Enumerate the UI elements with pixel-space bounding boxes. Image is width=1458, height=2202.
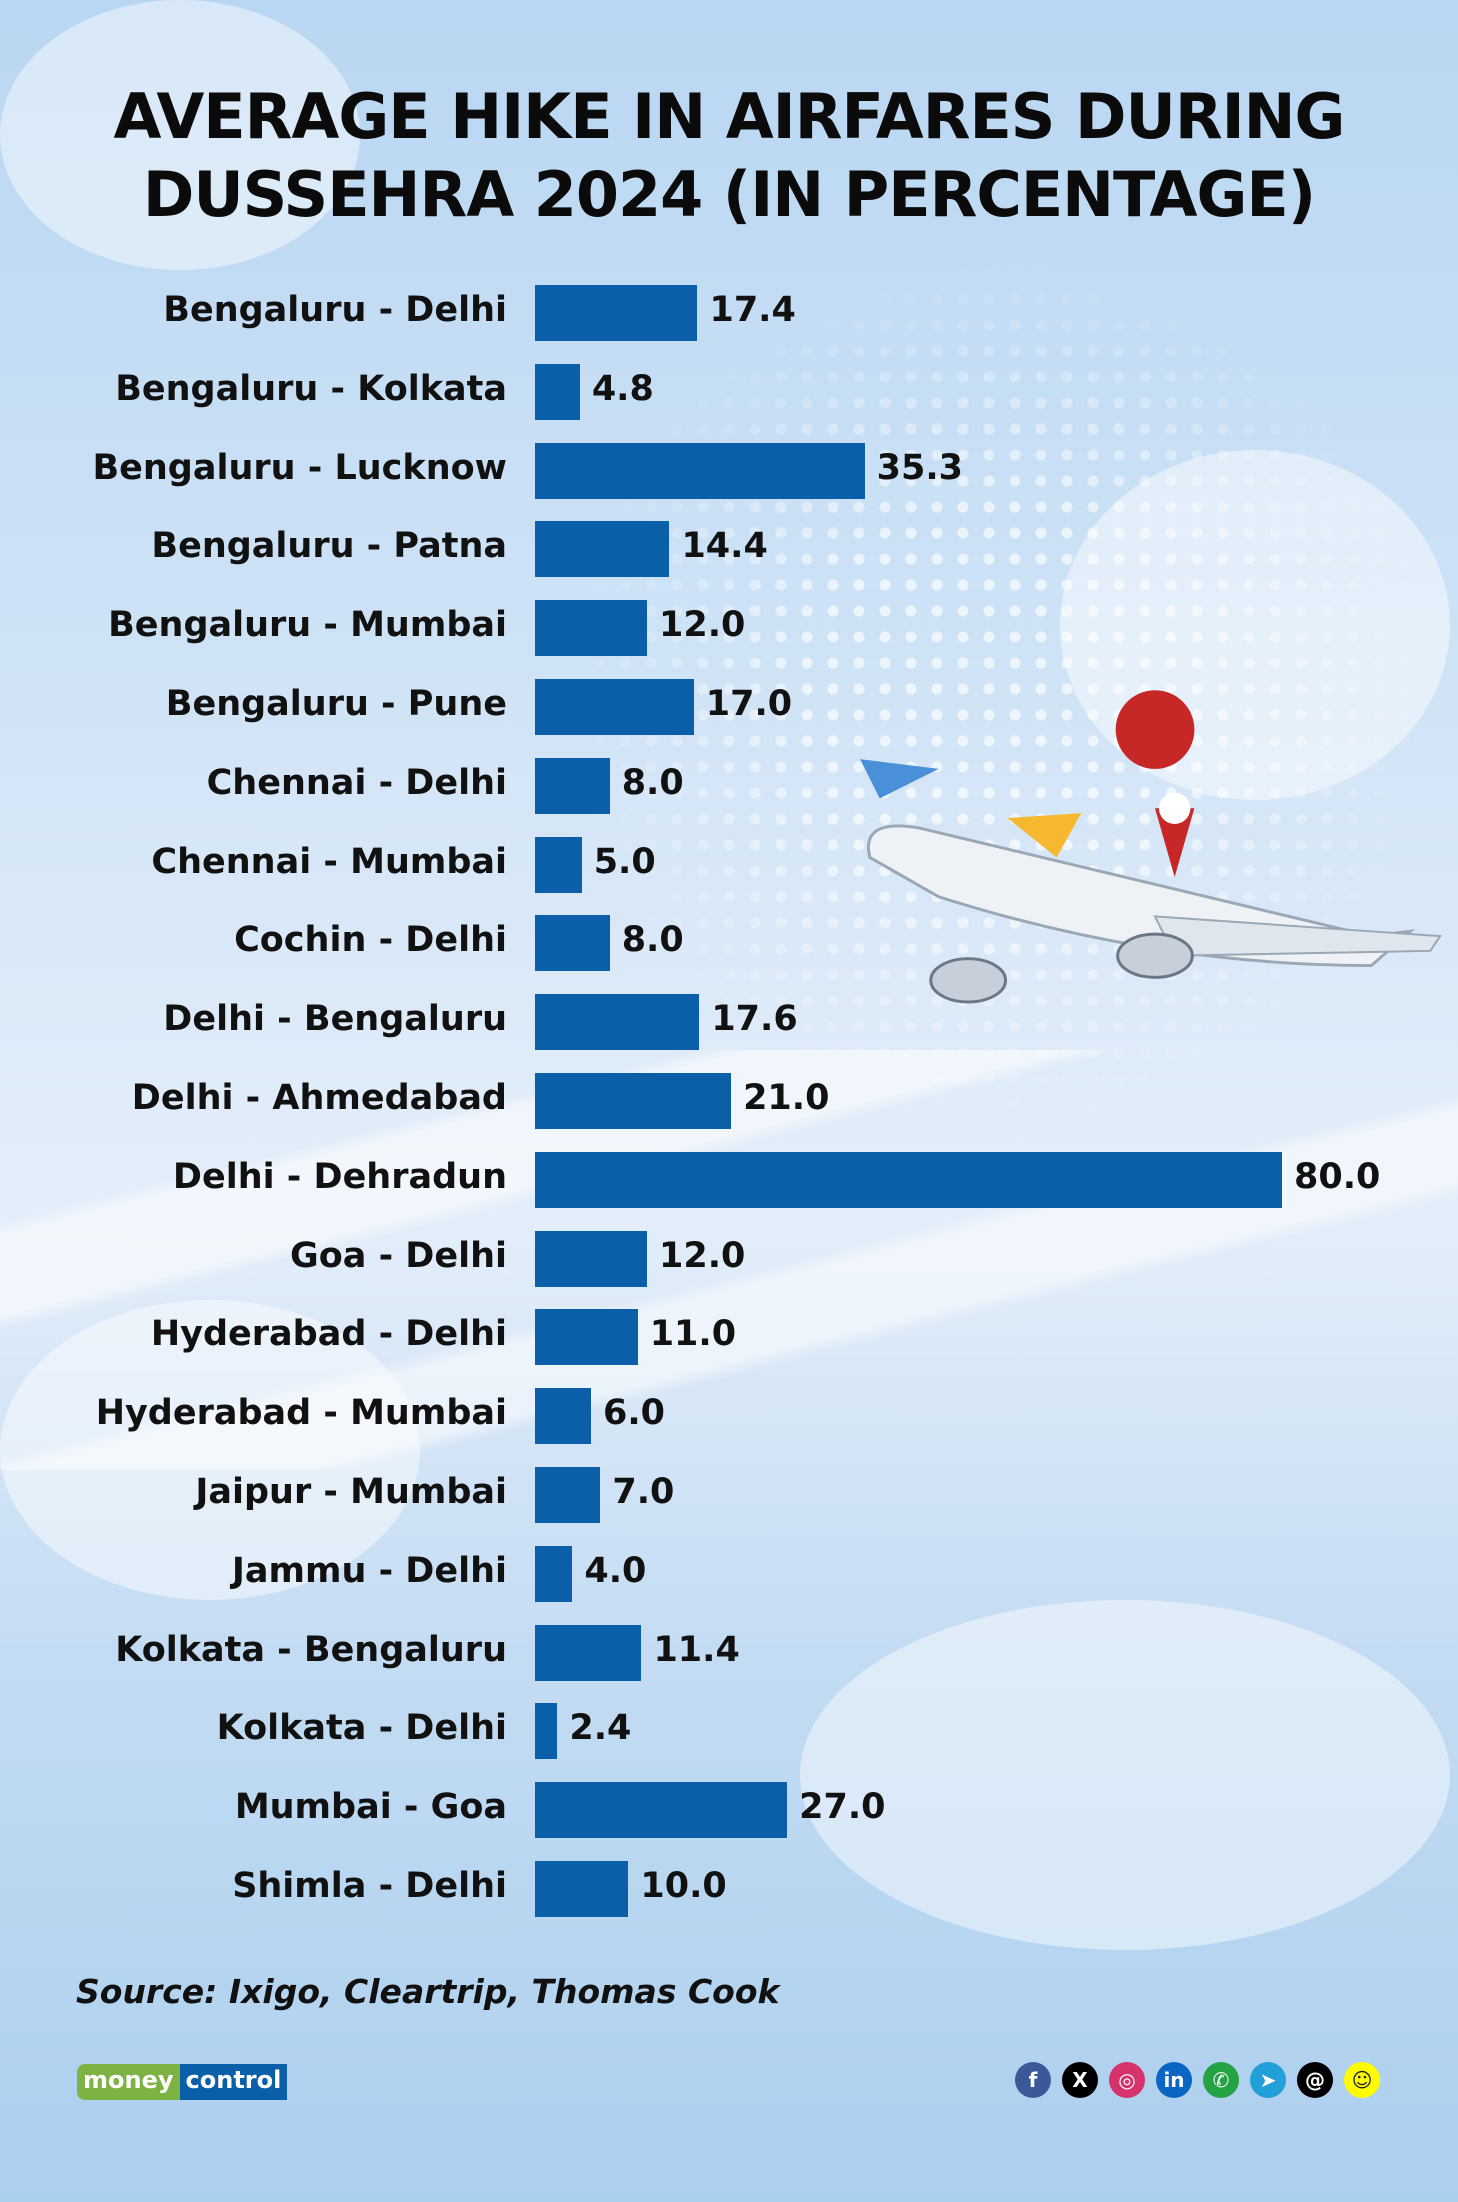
bar	[535, 1703, 558, 1760]
cloud	[800, 1600, 1450, 1950]
value-label: 4.0	[584, 1550, 647, 1591]
bar	[535, 994, 700, 1051]
bar	[535, 1388, 592, 1445]
bar	[535, 679, 694, 735]
value-label: 21.0	[743, 1078, 830, 1118]
bar	[535, 1073, 732, 1129]
category-label: Hyderabad - Delhi	[150, 1314, 507, 1355]
chart-title-line: AVERAGE HIKE IN AIRFARES DURING	[113, 80, 1346, 153]
category-label: Goa - Delhi	[290, 1235, 507, 1276]
category-label: Kolkata - Bengaluru	[115, 1629, 507, 1670]
value-label: 6.0	[603, 1393, 666, 1434]
bar	[535, 1309, 638, 1366]
value-label: 27.0	[799, 1787, 886, 1828]
category-label: Bengaluru - Delhi	[163, 290, 507, 330]
value-label: 5.0	[593, 841, 656, 882]
whatsapp-icon[interactable]: ✆	[1203, 2062, 1239, 2098]
value-label: 17.0	[705, 684, 793, 724]
bar	[535, 1230, 648, 1287]
category-label: Jammu - Delhi	[231, 1550, 507, 1591]
threads-icon[interactable]: @	[1297, 2062, 1333, 2098]
value-label: 8.0	[621, 920, 684, 961]
category-label: Delhi - Dehradun	[172, 1156, 507, 1197]
value-label: 12.0	[659, 605, 746, 646]
category-label: Chennai - Delhi	[206, 762, 507, 803]
linkedin-icon[interactable]: in	[1156, 2062, 1192, 2098]
value-label: 8.0	[621, 762, 684, 803]
bar	[535, 442, 865, 499]
bar	[535, 363, 580, 420]
value-label: 80.0	[1294, 1156, 1381, 1197]
value-label: 12.0	[659, 1235, 746, 1276]
bar	[535, 1545, 573, 1602]
value-label: 2.4	[569, 1708, 632, 1749]
snapchat-icon[interactable]: ☺	[1344, 2062, 1380, 2098]
category-label: Kolkata - Delhi	[216, 1708, 507, 1749]
category-label: Hyderabad - Mumbai	[95, 1393, 507, 1434]
bar	[535, 1624, 642, 1681]
facebook-icon[interactable]: f	[1015, 2062, 1051, 2098]
value-label: 35.3	[876, 447, 963, 488]
category-label: Bengaluru - Lucknow	[92, 447, 507, 488]
value-label: 14.4	[681, 526, 768, 567]
chart-title-line: DUSSEHRA 2024 (IN PERCENTAGE)	[142, 158, 1316, 231]
value-label: 11.0	[649, 1314, 737, 1355]
cloud	[0, 0, 360, 270]
bar	[535, 1861, 629, 1917]
logo-part: control	[179, 2064, 288, 2100]
bar	[535, 600, 648, 657]
logo-part: money	[77, 2064, 180, 2100]
value-label: 11.4	[653, 1629, 740, 1670]
bar	[535, 1467, 601, 1523]
telegram-icon[interactable]: ➤	[1250, 2062, 1286, 2098]
category-label: Bengaluru - Patna	[151, 526, 507, 567]
category-label: Jaipur - Mumbai	[195, 1472, 507, 1512]
social-icons: f X ◎ in ✆ ➤ @ ☺	[1015, 2062, 1380, 2098]
category-label: Mumbai - Goa	[234, 1787, 507, 1828]
instagram-icon[interactable]: ◎	[1109, 2062, 1145, 2098]
value-label: 17.4	[709, 290, 796, 330]
bar	[535, 757, 610, 814]
source-note: Source: Ixigo, Cleartrip, Thomas Cook	[76, 1972, 780, 2011]
category-label: Delhi - Bengaluru	[163, 999, 507, 1040]
category-label: Delhi - Ahmedabad	[131, 1078, 507, 1118]
value-label: 10.0	[640, 1866, 727, 1906]
category-label: Chennai - Mumbai	[151, 841, 507, 882]
category-label: Bengaluru - Mumbai	[108, 605, 507, 646]
category-label: Cochin - Delhi	[234, 920, 507, 961]
airplane-illustration	[860, 690, 1442, 1004]
bar	[535, 285, 698, 341]
bar	[535, 521, 670, 578]
category-label: Shimla - Delhi	[232, 1866, 507, 1906]
chart-title: AVERAGE HIKE IN AIRFARES DURING DUSSEHRA…	[0, 78, 1458, 234]
bar	[535, 1782, 788, 1839]
bar	[535, 836, 582, 893]
value-label: 4.8	[591, 368, 654, 409]
value-label: 17.6	[711, 999, 798, 1040]
x-icon[interactable]: X	[1062, 2062, 1098, 2098]
moneycontrol-logo: money control	[77, 2064, 288, 2100]
bar	[535, 915, 610, 972]
category-label: Bengaluru - Kolkata	[115, 368, 507, 409]
bar	[535, 1151, 1282, 1208]
category-label: Bengaluru - Pune	[165, 684, 507, 724]
value-label: 7.0	[612, 1472, 675, 1512]
